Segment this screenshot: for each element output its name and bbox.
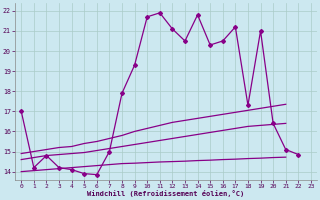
X-axis label: Windchill (Refroidissement éolien,°C): Windchill (Refroidissement éolien,°C): [87, 190, 245, 197]
